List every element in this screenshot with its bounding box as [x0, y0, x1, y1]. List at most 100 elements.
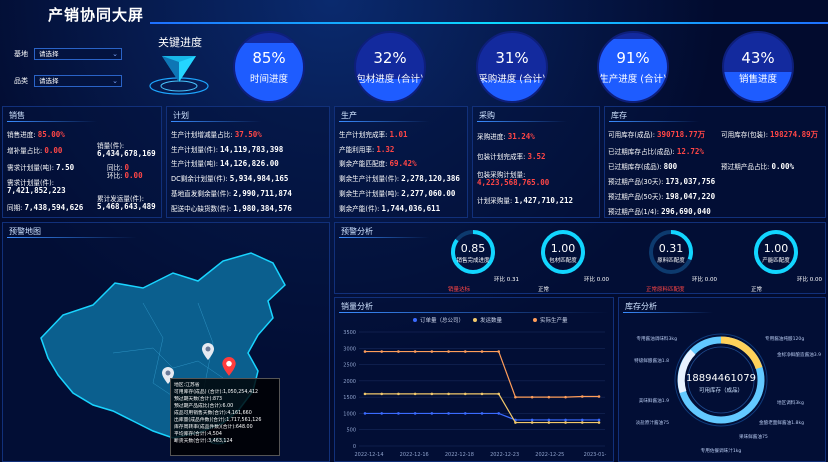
y-tick-label: 0 — [353, 444, 356, 450]
map-tooltip: 地区:江苏省 可用库存(成品) (合计):1,050,254,412 预过期天数(合… — [170, 378, 280, 456]
x-tick-label: 2022-12-16 — [400, 452, 429, 458]
product-select[interactable]: 请选择 ⌄ — [34, 75, 122, 87]
ring-mom: 环比 0.00 — [797, 277, 822, 283]
ring-status: 正常原料匹配度 — [646, 287, 685, 293]
label: 产能利用率: — [339, 146, 375, 154]
donut-label: 果味鲜酱油75 — [739, 433, 768, 440]
data-point — [430, 412, 434, 415]
purchase-row-3-label: 包装采购计划量: — [477, 171, 526, 179]
data-point — [580, 418, 584, 422]
data-point — [597, 421, 601, 424]
map-pin-active-icon[interactable] — [221, 357, 237, 377]
progress-gauge: 43% 销售进度 — [722, 31, 794, 103]
data-point — [530, 418, 534, 422]
value: 3.52 — [527, 152, 546, 161]
legend-marker — [533, 318, 537, 322]
chevron-down-icon: ⌄ — [112, 50, 118, 58]
divider — [477, 121, 567, 122]
prod-row-5: 剩余生产计划量(吨): 2,277,060.00 — [339, 188, 455, 198]
tooltip-line: 成品可用销售天数(合计):4,161,660 — [174, 411, 252, 416]
divider — [339, 237, 429, 238]
data-point — [564, 418, 567, 422]
tooltip-line: 地区:江苏省 — [174, 383, 200, 388]
tooltip-line: 断货天数(合计):3,463,124 — [174, 439, 233, 444]
value: 198274.89万 — [770, 130, 819, 139]
data-point — [564, 421, 567, 424]
data-point — [363, 350, 367, 353]
data-point — [413, 412, 417, 415]
y-tick-label: 3000 — [343, 346, 356, 352]
panel-title: 预警分析 — [341, 227, 373, 236]
base-select-value: 请选择 — [39, 50, 59, 58]
ring-value: 0.31 — [658, 242, 684, 255]
value: 1,744,036,611 — [381, 204, 441, 213]
donut-label: 地区调料3kg — [777, 399, 804, 406]
sales-plan-pcs-label: 需求计划量(件): — [7, 179, 54, 187]
panel-title: 计划 — [173, 111, 189, 120]
header-line — [150, 22, 828, 24]
prod-row-1: 生产计划完成率: 1.01 — [339, 129, 408, 139]
data-point — [363, 392, 367, 396]
value: 5,934,984,165 — [229, 174, 289, 183]
legend-marker — [413, 318, 417, 322]
value: 14,126,826.00 — [220, 159, 279, 168]
gauge-percent: 43% — [741, 49, 775, 67]
ring-arc — [541, 230, 585, 274]
value: 7.50 — [56, 163, 75, 172]
x-tick-label: 2022-12-18 — [445, 452, 474, 458]
base-label: 基地 — [14, 50, 28, 58]
progress-gauge: 31% 采购进度 (合计) — [476, 31, 548, 103]
value: 800 — [663, 162, 678, 171]
tooltip-line: 预过期天数(合计):873 — [174, 397, 223, 402]
ring-label: 产能匹配度 — [762, 258, 790, 264]
panel-title: 生产 — [341, 111, 357, 120]
map-pin-icon[interactable] — [201, 343, 215, 361]
label: 预过期产品(1/4): — [608, 208, 659, 216]
label: 已过期库存占比(成品): — [608, 148, 675, 156]
metric-ring: 0.85 销售完成进度 — [450, 229, 496, 275]
label: 同期: — [7, 204, 23, 212]
label: 基地直发剩余量(件): — [171, 190, 232, 198]
progress-gauge: 32% 包材进度 (合计) — [354, 31, 426, 103]
value: 14,119,783,398 — [220, 145, 284, 154]
base-select[interactable]: 请选择 ⌄ — [34, 48, 122, 60]
value: 31.24% — [507, 132, 535, 141]
ring-arc — [754, 230, 798, 274]
metric-ring: 1.00 产能匹配度 — [753, 229, 799, 275]
divider — [339, 121, 429, 122]
value: 1,980,384,576 — [233, 204, 292, 213]
y-tick-label: 3500 — [343, 330, 356, 336]
stock-row-5: 预过期产品(50天): 198,047,220 — [608, 191, 715, 201]
label: 生产计划量(吨): — [171, 160, 218, 168]
value: 1.01 — [389, 130, 408, 139]
gauge-label: 时间进度 — [249, 74, 288, 85]
panel-title: 预警地图 — [9, 227, 41, 236]
ring-arc — [451, 230, 495, 274]
data-point — [497, 350, 501, 353]
tooltip-line: 出库量(成品件数)(合计):1,717,561,126 — [174, 418, 262, 423]
sales-chart-panel: 销量分析 订单量（总公司） 发运数量 实际生产量 3500 3000 2500 2000 15… — [334, 297, 614, 462]
label: 环比: — [107, 172, 123, 180]
stock-chart-panel: 库存分析 18894461079 可用库存（成品） 专用酱油调味料3kg 专用酱油纯酿… — [618, 297, 826, 462]
prod-row-3: 剩余产能匹配度: 69.42% — [339, 158, 417, 168]
data-point — [413, 350, 417, 353]
x-tick-label: 2022-12-23 — [490, 452, 519, 458]
gauge-fill — [478, 79, 546, 101]
product-filter: 品类 请选择 ⌄ — [14, 75, 122, 87]
data-point — [514, 421, 517, 424]
donut-label: 淡盐原汁酱油75 — [636, 419, 669, 426]
data-point — [430, 350, 434, 353]
data-point — [447, 392, 450, 396]
data-point — [397, 412, 400, 415]
data-point — [497, 412, 501, 415]
sales-plan: 需求计划量(吨): 7.50 — [7, 162, 74, 172]
donut-inner — [687, 346, 755, 414]
label: 预过期产品占比: — [721, 163, 770, 171]
sales-qoq: 同期: 7,438,594,626 — [7, 202, 83, 212]
value: 198,047,220 — [665, 192, 716, 201]
label: 可用库存(成品): — [608, 131, 655, 139]
label: 剩余产能(件): — [339, 205, 380, 213]
donut-segment — [720, 336, 763, 370]
donut-label: 金标净鲜酿造酱油3.9 — [777, 351, 821, 358]
value: 37.50% — [234, 130, 262, 139]
